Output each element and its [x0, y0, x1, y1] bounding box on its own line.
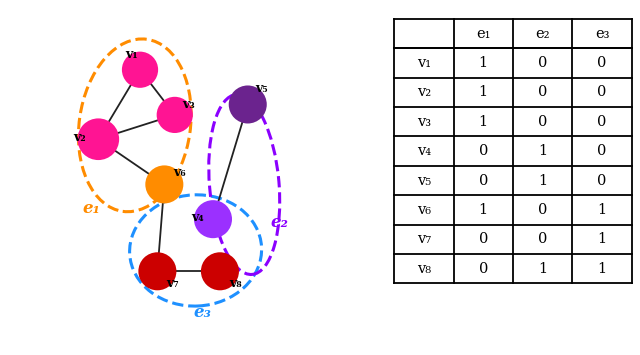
Text: 1: 1 [538, 174, 547, 187]
Text: e₁: e₁ [476, 27, 490, 40]
Text: 0: 0 [538, 203, 547, 217]
Text: 1: 1 [598, 203, 607, 217]
Point [159, 181, 170, 187]
Text: v₅: v₅ [255, 82, 268, 95]
Text: e₂: e₂ [536, 27, 550, 40]
Text: v₄: v₄ [191, 211, 204, 224]
Text: v₂: v₂ [417, 85, 431, 99]
Point [93, 136, 104, 142]
Point [170, 112, 180, 118]
Text: e₁: e₁ [83, 200, 100, 217]
Text: v₈: v₈ [417, 262, 431, 276]
Text: v₆: v₆ [173, 166, 186, 179]
Text: v₃: v₃ [182, 98, 195, 111]
Text: 1: 1 [479, 56, 488, 70]
Text: v₈: v₈ [229, 277, 242, 290]
Text: 1: 1 [479, 85, 488, 99]
Text: 1: 1 [598, 262, 607, 276]
Text: 0: 0 [479, 144, 488, 158]
Text: 0: 0 [538, 56, 547, 70]
Text: v₁: v₁ [125, 48, 138, 61]
Text: e₃: e₃ [194, 305, 211, 322]
Text: e₂: e₂ [270, 214, 288, 231]
Text: 0: 0 [538, 85, 547, 99]
Text: 0: 0 [597, 144, 607, 158]
Text: 0: 0 [597, 56, 607, 70]
Text: 0: 0 [479, 174, 488, 187]
Text: 0: 0 [479, 232, 488, 246]
Text: v₃: v₃ [417, 115, 431, 129]
Text: 1: 1 [538, 262, 547, 276]
Text: 1: 1 [479, 115, 488, 129]
Text: v₆: v₆ [417, 203, 431, 217]
Text: 0: 0 [597, 174, 607, 187]
Text: v₅: v₅ [417, 174, 431, 187]
Text: 0: 0 [597, 85, 607, 99]
Text: v₂: v₂ [73, 131, 86, 144]
Text: 1: 1 [538, 144, 547, 158]
Text: v₇: v₇ [166, 277, 179, 290]
Text: 0: 0 [538, 232, 547, 246]
Point [215, 268, 225, 274]
Text: e₃: e₃ [595, 27, 609, 40]
Point [135, 67, 145, 72]
Text: 0: 0 [538, 115, 547, 129]
Point [208, 216, 218, 222]
Text: 1: 1 [598, 232, 607, 246]
Text: 1: 1 [479, 203, 488, 217]
Point [152, 268, 163, 274]
Text: v₁: v₁ [417, 56, 431, 70]
Text: 0: 0 [597, 115, 607, 129]
Text: v₇: v₇ [417, 232, 431, 246]
Text: 0: 0 [479, 262, 488, 276]
Text: v₄: v₄ [417, 144, 431, 158]
Point [243, 102, 253, 107]
